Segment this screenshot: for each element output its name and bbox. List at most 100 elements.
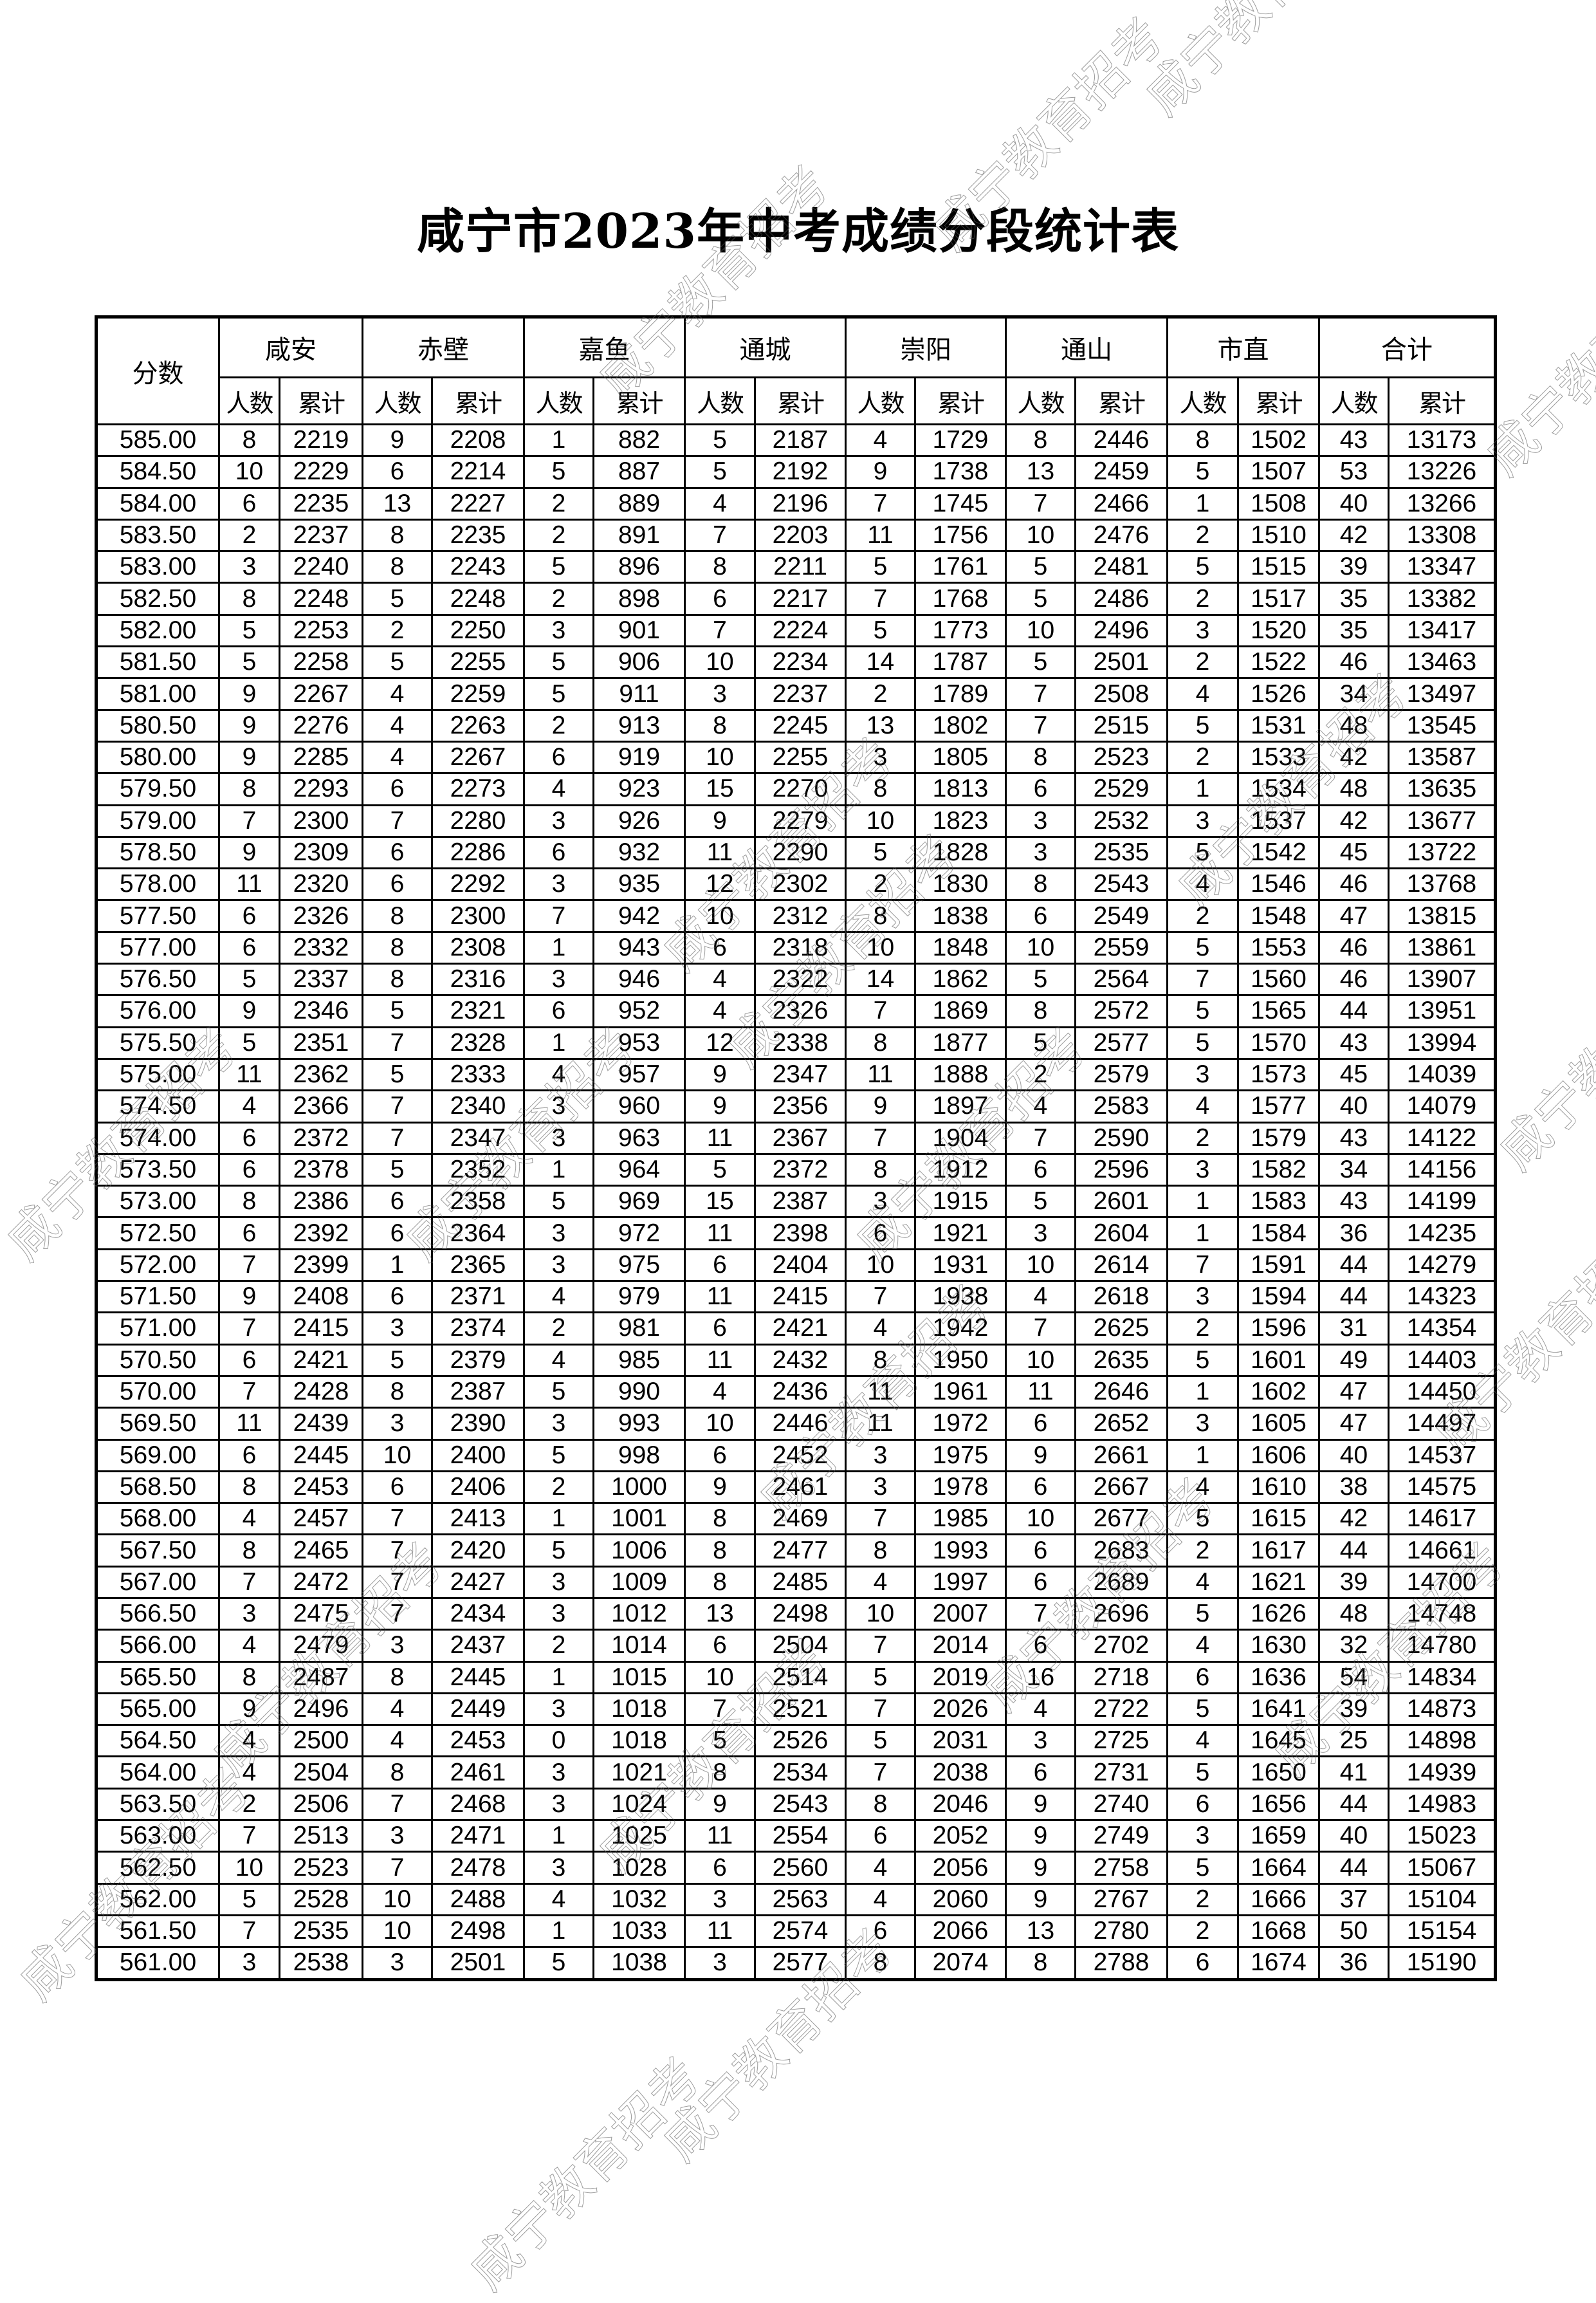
cumulative-cell: 13907	[1388, 963, 1496, 997]
count-cell: 53	[1318, 455, 1390, 489]
cumulative-cell: 2445	[279, 1438, 363, 1472]
cumulative-cell: 2446	[1074, 423, 1168, 458]
cumulative-cell: 14983	[1388, 1787, 1496, 1822]
cumulative-cell: 2316	[431, 963, 525, 997]
cumulative-cell: 2543	[754, 1787, 847, 1822]
cumulative-cell: 2255	[754, 740, 847, 775]
count-cell: 11	[218, 1407, 280, 1441]
cumulative-cell: 2718	[1074, 1660, 1168, 1694]
cumulative-cell: 2469	[754, 1502, 847, 1536]
cumulative-cell: 1579	[1237, 1121, 1320, 1155]
count-cell: 4	[1166, 1629, 1239, 1663]
cumulative-cell: 2788	[1074, 1946, 1168, 1981]
cumulative-cell: 2452	[754, 1438, 847, 1472]
count-cell: 44	[1318, 994, 1390, 1028]
cumulative-cell: 2280	[431, 804, 525, 838]
cumulative-cell: 2245	[754, 708, 847, 743]
count-cell: 34	[1318, 677, 1390, 711]
cumulative-cell: 2572	[1074, 994, 1168, 1028]
table-row: 570.50 6 2421 5 2379 4 985 11 2432 8 1950 10 2635 5 16…	[95, 1343, 1496, 1377]
header-region: 咸安	[218, 316, 363, 378]
count-cell: 6	[1166, 1946, 1239, 1981]
count-cell: 4	[684, 486, 756, 521]
count-cell: 47	[1318, 899, 1390, 933]
cumulative-cell: 2227	[431, 486, 525, 521]
count-cell: 6	[362, 835, 433, 870]
cumulative-cell: 2273	[431, 772, 525, 806]
table-row: 575.50 5 2351 7 2328 1 953 12 2338 8 1877 5 2577 5 157…	[95, 1026, 1496, 1060]
score-cell: 568.50	[95, 1470, 220, 1504]
count-cell: 8	[845, 1533, 916, 1568]
score-cell: 575.50	[95, 1026, 220, 1060]
cumulative-cell: 2060	[914, 1882, 1007, 1916]
cumulative-cell: 13382	[1388, 582, 1496, 616]
cumulative-cell: 13266	[1388, 486, 1496, 521]
count-cell: 2	[1166, 1533, 1239, 1568]
cumulative-cell: 1659	[1237, 1819, 1320, 1853]
cumulative-cell: 1533	[1237, 740, 1320, 775]
cumulative-cell: 1033	[592, 1914, 686, 1948]
cumulative-cell: 2646	[1074, 1374, 1168, 1409]
cumulative-cell: 2332	[279, 930, 363, 965]
cumulative-cell: 14079	[1388, 1089, 1496, 1124]
cumulative-cell: 1508	[1237, 486, 1320, 521]
count-cell: 5	[523, 1946, 594, 1981]
cumulative-cell: 1938	[914, 1280, 1007, 1314]
count-cell: 10	[218, 1851, 280, 1885]
cumulative-cell: 2333	[431, 1057, 525, 1092]
cumulative-cell: 1012	[592, 1596, 686, 1631]
cumulative-cell: 1577	[1237, 1089, 1320, 1124]
count-cell: 6	[845, 1914, 916, 1948]
count-cell: 16	[1005, 1660, 1076, 1694]
count-cell: 8	[845, 1026, 916, 1060]
cumulative-cell: 2461	[431, 1755, 525, 1790]
count-cell: 7	[845, 1121, 916, 1155]
cumulative-cell: 1993	[914, 1533, 1007, 1568]
score-cell: 567.50	[95, 1533, 220, 1568]
cumulative-cell: 1664	[1237, 1851, 1320, 1885]
cumulative-cell: 2749	[1074, 1819, 1168, 1853]
table-row: 581.50 5 2258 5 2255 5 906 10 2234 14 1787 5 2501 2 15…	[95, 645, 1496, 680]
cumulative-cell: 2420	[431, 1533, 525, 1568]
count-cell: 3	[1166, 804, 1239, 838]
cumulative-cell: 2521	[754, 1692, 847, 1726]
count-cell: 4	[218, 1502, 280, 1536]
cumulative-cell: 946	[592, 963, 686, 997]
cumulative-cell: 981	[592, 1311, 686, 1346]
cumulative-cell: 2351	[279, 1026, 363, 1060]
count-cell: 13	[845, 708, 916, 743]
cumulative-cell: 2302	[754, 867, 847, 902]
header-score: 分数	[95, 316, 220, 425]
cumulative-cell: 1877	[914, 1026, 1007, 1060]
cumulative-cell: 906	[592, 645, 686, 680]
count-cell: 2	[523, 708, 594, 743]
count-cell: 5	[362, 994, 433, 1028]
cumulative-cell: 2255	[431, 645, 525, 680]
table-row: 580.50 9 2276 4 2263 2 913 8 2245 13 1802 7 2515 5 153…	[95, 708, 1496, 743]
cumulative-cell: 14661	[1388, 1533, 1496, 1568]
count-cell: 10	[1005, 613, 1076, 648]
count-cell: 48	[1318, 1596, 1390, 1631]
table-row: 574.50 4 2366 7 2340 3 960 9 2356 9 1897 4 2583 4 1577…	[95, 1089, 1496, 1124]
table-row: 580.00 9 2285 4 2267 6 919 10 2255 3 1805 8 2523 2 153…	[95, 740, 1496, 775]
table-row: 578.00 11 2320 6 2292 3 935 12 2302 2 1830 8 2543 4 15…	[95, 867, 1496, 902]
count-cell: 11	[684, 1121, 756, 1155]
count-cell: 43	[1318, 1121, 1390, 1155]
cumulative-cell: 972	[592, 1216, 686, 1250]
cumulative-cell: 2625	[1074, 1311, 1168, 1346]
cumulative-cell: 2300	[279, 804, 363, 838]
count-cell: 3	[218, 1946, 280, 1981]
cumulative-cell: 2476	[1074, 518, 1168, 553]
cumulative-cell: 2481	[1074, 550, 1168, 584]
cumulative-cell: 2508	[1074, 677, 1168, 711]
count-cell: 6	[684, 582, 756, 616]
cumulative-cell: 2563	[754, 1882, 847, 1916]
score-cell: 576.00	[95, 994, 220, 1028]
table-row: 583.50 2 2237 8 2235 2 891 7 2203 11 1756 10 2476 2 15…	[95, 518, 1496, 553]
header-row-regions: 分数 咸安 赤壁 嘉鱼 通城 崇阳 通山 市直 合计	[95, 316, 1496, 425]
cumulative-cell: 14403	[1388, 1343, 1496, 1377]
cumulative-cell: 1009	[592, 1565, 686, 1599]
cumulative-cell: 1517	[1237, 582, 1320, 616]
cumulative-cell: 2496	[1074, 613, 1168, 648]
cumulative-cell: 15190	[1388, 1946, 1496, 1981]
